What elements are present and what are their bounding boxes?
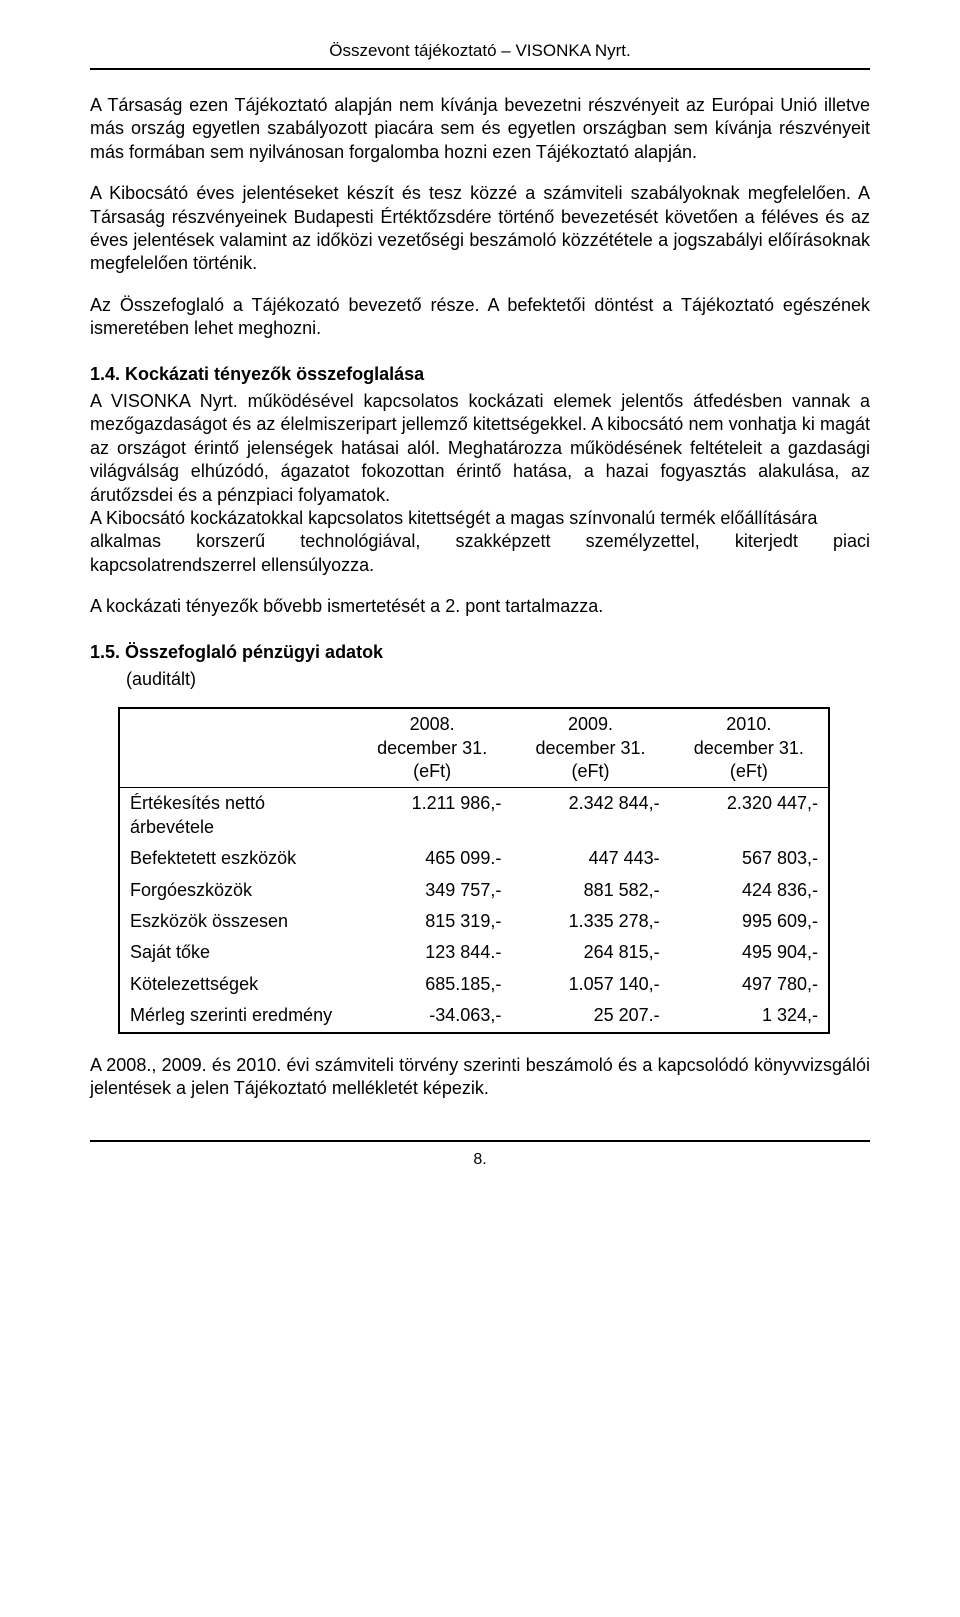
row-val: 447 443- bbox=[511, 843, 669, 874]
paragraph-5-line3: kapcsolatrendszerrel ellensúlyozza. bbox=[90, 554, 870, 577]
paragraph-1: A Társaság ezen Tájékoztató alapján nem … bbox=[90, 94, 870, 164]
row-val: 2.320 447,- bbox=[670, 788, 829, 843]
col-year: 2009. bbox=[568, 714, 613, 734]
col-unit: (eFt) bbox=[571, 761, 609, 781]
col-date: december 31. bbox=[535, 738, 645, 758]
row-val: 567 803,- bbox=[670, 843, 829, 874]
row-val: 1.335 278,- bbox=[511, 906, 669, 937]
col-unit: (eFt) bbox=[413, 761, 451, 781]
row-val: 815 319,- bbox=[353, 906, 511, 937]
paragraph-5-line2: alkalmas korszerű technológiával, szakké… bbox=[90, 530, 870, 553]
paragraph-4: A VISONKA Nyrt. működésével kapcsolatos … bbox=[90, 390, 870, 507]
row-val: 1.057 140,- bbox=[511, 969, 669, 1000]
row-val: 497 780,- bbox=[670, 969, 829, 1000]
footer-rule bbox=[90, 1140, 870, 1142]
closing-paragraph: A 2008., 2009. és 2010. évi számviteli t… bbox=[90, 1054, 870, 1101]
row-label: Eszközök összesen bbox=[119, 906, 353, 937]
row-val: 424 836,- bbox=[670, 875, 829, 906]
financial-table-wrap: 2008. december 31. (eFt) 2009. december … bbox=[118, 707, 830, 1033]
row-val: 1 324,- bbox=[670, 1000, 829, 1032]
col-date: december 31. bbox=[377, 738, 487, 758]
row-val: -34.063,- bbox=[353, 1000, 511, 1032]
row-val: 495 904,- bbox=[670, 937, 829, 968]
section-heading-1-5: 1.5. Összefoglaló pénzügyi adatok bbox=[90, 641, 870, 664]
col-year: 2010. bbox=[726, 714, 771, 734]
row-val: 995 609,- bbox=[670, 906, 829, 937]
col-year: 2008. bbox=[410, 714, 455, 734]
page-header: Összevont tájékoztató – VISONKA Nyrt. bbox=[90, 40, 870, 62]
table-row: Kötelezettségek 685.185,- 1.057 140,- 49… bbox=[119, 969, 829, 1000]
table-header-row: 2008. december 31. (eFt) 2009. december … bbox=[119, 708, 829, 788]
paragraph-3: Az Összefoglaló a Tájékozató bevezető ré… bbox=[90, 294, 870, 341]
table-header-col-2: 2010. december 31. (eFt) bbox=[670, 708, 829, 788]
row-val: 349 757,- bbox=[353, 875, 511, 906]
row-label: Saját tőke bbox=[119, 937, 353, 968]
paragraph-6: A kockázati tényezők bővebb ismertetését… bbox=[90, 595, 870, 618]
row-label: Forgóeszközök bbox=[119, 875, 353, 906]
header-title: Összevont tájékoztató – VISONKA Nyrt. bbox=[329, 41, 630, 60]
table-header-col-1: 2009. december 31. (eFt) bbox=[511, 708, 669, 788]
row-val: 881 582,- bbox=[511, 875, 669, 906]
table-row: Mérleg szerinti eredmény -34.063,- 25 20… bbox=[119, 1000, 829, 1032]
row-val: 1.211 986,- bbox=[353, 788, 511, 843]
paragraph-5: A Kibocsátó kockázatokkal kapcsolatos ki… bbox=[90, 507, 870, 577]
financial-table: 2008. december 31. (eFt) 2009. december … bbox=[118, 707, 830, 1033]
row-label: Befektetett eszközök bbox=[119, 843, 353, 874]
section-heading-1-4: 1.4. Kockázati tényezők összefoglalása bbox=[90, 363, 870, 386]
table-row: Forgóeszközök 349 757,- 881 582,- 424 83… bbox=[119, 875, 829, 906]
table-row: Eszközök összesen 815 319,- 1.335 278,- … bbox=[119, 906, 829, 937]
document-page: Összevont tájékoztató – VISONKA Nyrt. A … bbox=[0, 0, 960, 1211]
row-val: 25 207.- bbox=[511, 1000, 669, 1032]
row-val: 465 099.- bbox=[353, 843, 511, 874]
row-label: Kötelezettségek bbox=[119, 969, 353, 1000]
table-row: Saját tőke 123 844.- 264 815,- 495 904,- bbox=[119, 937, 829, 968]
auditalt-note: (auditált) bbox=[126, 668, 870, 691]
row-val: 685.185,- bbox=[353, 969, 511, 1000]
row-val: 2.342 844,- bbox=[511, 788, 669, 843]
table-header-empty bbox=[119, 708, 353, 788]
row-val: 264 815,- bbox=[511, 937, 669, 968]
header-rule bbox=[90, 68, 870, 70]
paragraph-5-line1: A Kibocsátó kockázatokkal kapcsolatos ki… bbox=[90, 507, 870, 530]
page-number: 8. bbox=[90, 1150, 870, 1171]
col-date: december 31. bbox=[694, 738, 804, 758]
row-label: Mérleg szerinti eredmény bbox=[119, 1000, 353, 1032]
row-label: Értékesítés nettó árbevétele bbox=[119, 788, 353, 843]
table-row: Értékesítés nettó árbevétele 1.211 986,-… bbox=[119, 788, 829, 843]
paragraph-2: A Kibocsátó éves jelentéseket készít és … bbox=[90, 182, 870, 276]
row-val: 123 844.- bbox=[353, 937, 511, 968]
table-row: Befektetett eszközök 465 099.- 447 443- … bbox=[119, 843, 829, 874]
col-unit: (eFt) bbox=[730, 761, 768, 781]
table-header-col-0: 2008. december 31. (eFt) bbox=[353, 708, 511, 788]
